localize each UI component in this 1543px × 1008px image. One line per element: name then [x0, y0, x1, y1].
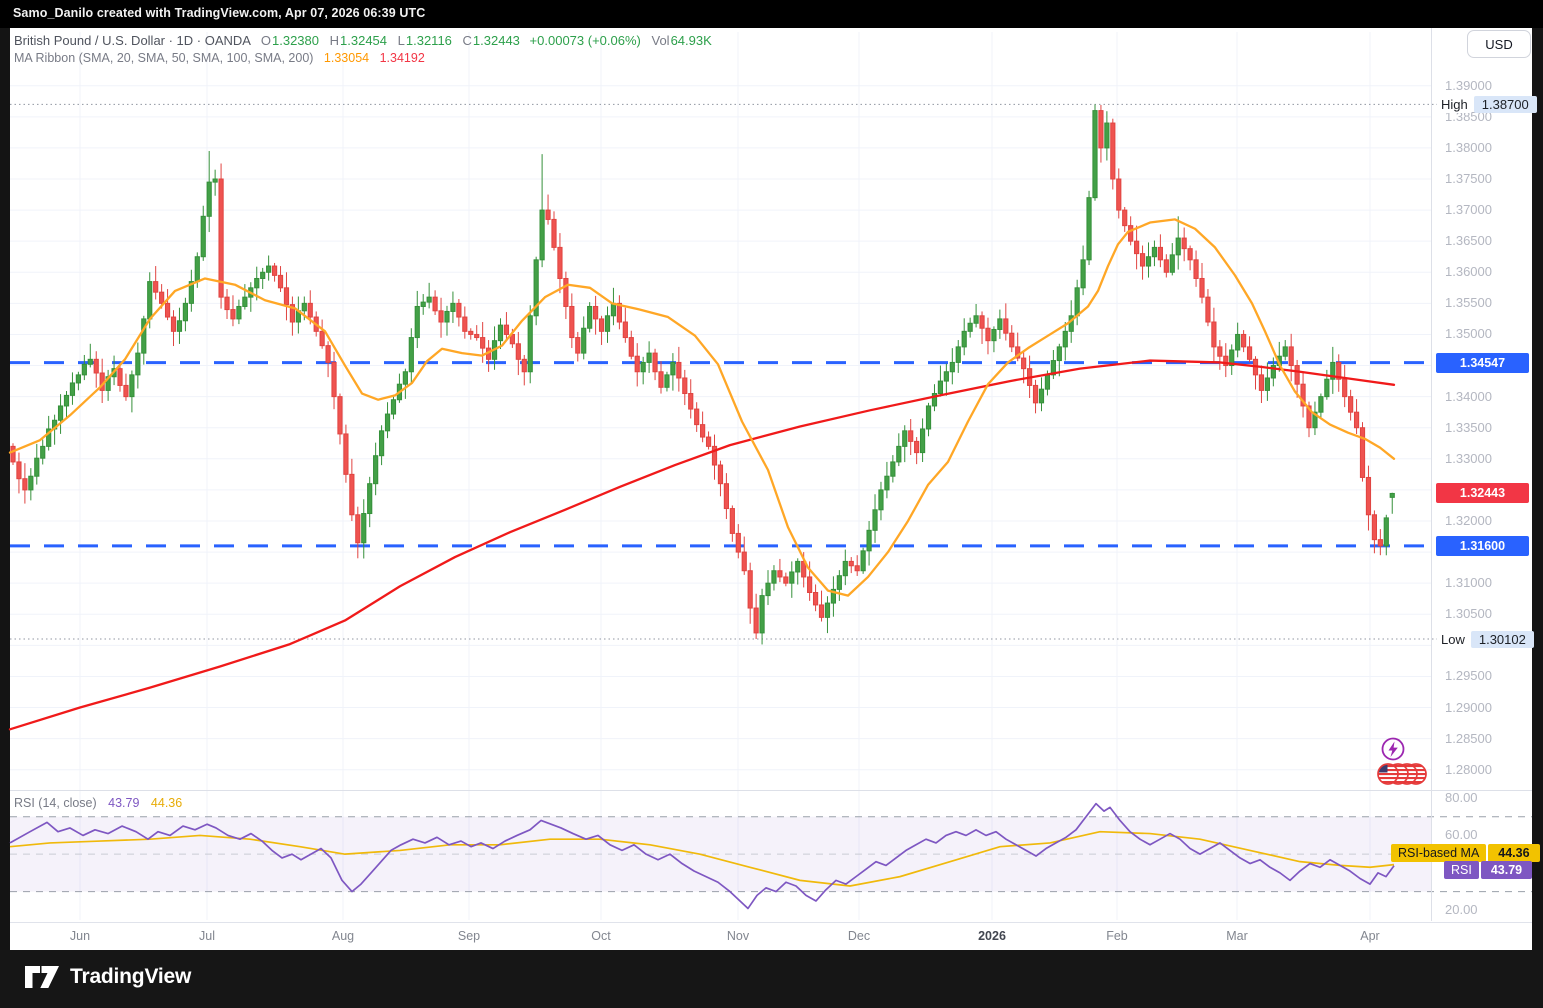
attribution-text: Samo_Danilo created with TradingView.com…	[13, 6, 426, 20]
low-marker-label: Low	[1437, 630, 1469, 648]
indicator-legend[interactable]: MA Ribbon (SMA, 20, SMA, 50, SMA, 100, S…	[14, 51, 425, 65]
time-label-feb: Feb	[1106, 929, 1128, 943]
price-tick: 1.37500	[1445, 171, 1492, 186]
chart-surface[interactable]	[10, 28, 1532, 950]
price-tick: 1.37000	[1445, 202, 1492, 218]
rsi-ma-chip-row: RSI-based MA 44.36	[1391, 844, 1540, 862]
price-tick: 1.39000	[1445, 77, 1492, 93]
rsi-ma-chip-label: RSI-based MA	[1391, 844, 1487, 862]
price-tick: 1.36000	[1445, 264, 1492, 280]
price-tick: 1.36500	[1445, 233, 1492, 249]
rsi-ma-chip-value: 44.36	[1488, 844, 1540, 862]
low-label: L	[397, 33, 405, 48]
time-label-dec: Dec	[847, 929, 871, 943]
price-tick: 1.35500	[1445, 295, 1492, 311]
time-axis[interactable]: Jun Jul Aug Sep Oct Nov Dec 2026 Feb Mar Apr	[10, 922, 1532, 950]
price-tick: 1.29000	[1445, 699, 1492, 715]
price-tick: 1.35000	[1445, 326, 1492, 342]
rsi-ma-value: 44.36	[150, 796, 183, 810]
high-price-label: 1.38700	[1473, 95, 1537, 113]
sma20-value: 1.33054	[323, 51, 370, 65]
volume-value: 64.93K	[670, 33, 712, 48]
rsi-value: 43.79	[108, 796, 140, 810]
price-tick: 1.30500	[1445, 606, 1492, 622]
rsi-chip-label: RSI	[1444, 861, 1479, 879]
open-label: O	[260, 33, 271, 48]
time-label-oct: Oct	[591, 929, 611, 943]
high-label: H	[329, 33, 340, 48]
high-marker-row: High 1.38700	[1437, 94, 1537, 114]
rsi-chip-value: 43.79	[1480, 861, 1533, 879]
currency-usd-button[interactable]: USD	[1467, 30, 1531, 58]
price-tick: 1.34000	[1445, 388, 1492, 404]
price-tick: 1.29500	[1445, 668, 1492, 684]
time-label-2026: 2026	[978, 929, 1006, 943]
price-tick: 1.38500	[1445, 108, 1492, 124]
sma200-value: 1.34192	[379, 51, 425, 65]
price-tick: 1.31000	[1445, 575, 1492, 591]
time-label-aug: Aug	[331, 929, 355, 943]
attribution-bar: Samo_Danilo created with TradingView.com…	[0, 0, 1543, 28]
rsi-tick: 80.00	[1445, 790, 1478, 805]
time-label-nov: Nov	[726, 929, 750, 943]
rsi-tick: 60.00	[1445, 827, 1478, 843]
rsi-tick: 20.00	[1445, 902, 1478, 918]
high-value: 1.32454	[340, 33, 388, 48]
symbol-title: British Pound / U.S. Dollar · 1D · OANDA	[14, 33, 251, 48]
low-value: 1.32116	[405, 33, 452, 48]
indicator-title: MA Ribbon (SMA, 20, SMA, 50, SMA, 100, S…	[14, 51, 314, 65]
tradingview-logo[interactable]: TradingView	[24, 962, 191, 992]
support-price-label: 1.31600	[1436, 536, 1529, 556]
time-label-apr: Apr	[1360, 929, 1380, 943]
symbol-legend[interactable]: British Pound / U.S. Dollar · 1D · OANDA…	[14, 33, 712, 48]
resistance-price-label: 1.34547	[1436, 353, 1529, 373]
price-tick: 1.28500	[1445, 730, 1492, 746]
price-tick: 1.32000	[1445, 512, 1492, 528]
low-price-label: 1.30102	[1470, 630, 1534, 648]
price-tick: 1.38000	[1445, 139, 1492, 155]
time-label-jul: Jul	[199, 929, 215, 943]
rsi-title: RSI (14, close)	[14, 796, 97, 810]
high-marker-label: High	[1437, 95, 1472, 113]
open-value: 1.32380	[272, 33, 319, 48]
volume-label: Vol	[651, 33, 670, 48]
us-flags-icon[interactable]	[1377, 763, 1427, 785]
price-tick: 1.33500	[1445, 419, 1492, 435]
price-tick: 1.28000	[1445, 761, 1492, 777]
last-price-label: 1.32443	[1436, 483, 1529, 503]
tradingview-logo-icon	[25, 966, 59, 988]
time-label-jun: Jun	[69, 929, 91, 943]
tradingview-logo-text: TradingView	[70, 965, 192, 988]
rsi-chip-row: RSI 43.79	[1444, 861, 1533, 879]
change-value: +0.00073 (+0.06%)	[529, 33, 641, 48]
lightning-icon[interactable]	[1381, 737, 1405, 761]
close-value: 1.32443	[472, 33, 520, 48]
close-label: C	[462, 33, 472, 48]
price-tick: 1.33000	[1445, 450, 1492, 466]
rsi-legend[interactable]: RSI (14, close) 43.79 44.36	[14, 796, 182, 810]
low-marker-row: Low 1.30102	[1437, 629, 1534, 649]
footer-bar	[0, 950, 1543, 1008]
time-label-sep: Sep	[457, 929, 481, 943]
time-label-mar: Mar	[1226, 929, 1248, 943]
